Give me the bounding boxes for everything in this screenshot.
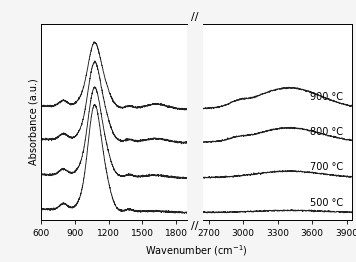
Text: 900 °C: 900 °C (310, 92, 343, 102)
Text: 800 °C: 800 °C (310, 127, 343, 137)
Text: 500 °C: 500 °C (310, 198, 343, 208)
Text: //: // (192, 221, 199, 231)
Text: 700 °C: 700 °C (310, 162, 343, 172)
Text: //: // (192, 12, 199, 22)
Text: Wavenumber (cm$^{-1}$): Wavenumber (cm$^{-1}$) (145, 243, 248, 258)
Y-axis label: Absorbance (a.u.): Absorbance (a.u.) (28, 78, 38, 165)
